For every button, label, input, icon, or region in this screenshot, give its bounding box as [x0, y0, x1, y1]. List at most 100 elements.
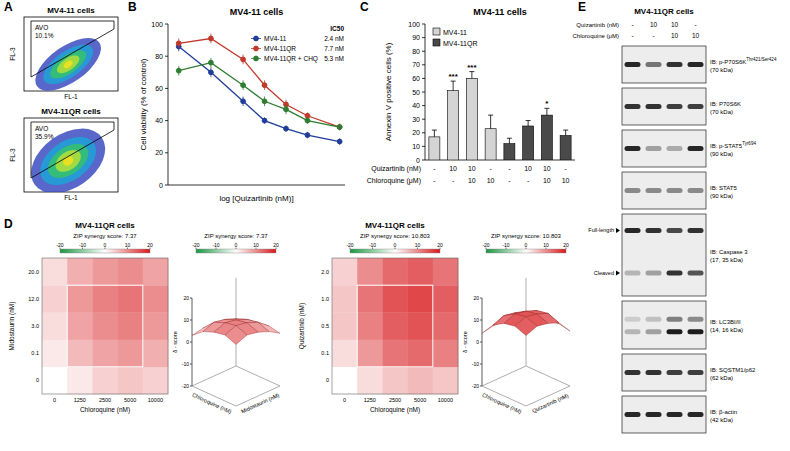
x-axis-title: Chloroquine (nM): [80, 406, 130, 414]
x-tick-label: 5000: [414, 397, 426, 403]
y-axis-title: Annexin V positive cells (%): [384, 42, 393, 141]
heatmap-cell: [382, 340, 408, 368]
surface-x-title: Chloroquine (nM): [191, 392, 232, 415]
kda-label: (42 kDa): [710, 417, 733, 423]
y-tick: [422, 119, 425, 120]
data-point: [337, 139, 342, 144]
band: [646, 317, 662, 322]
blot-strip: [622, 88, 706, 125]
bar: [466, 78, 477, 160]
y-tick-label: 30: [412, 116, 420, 123]
band: [688, 317, 704, 322]
series-line: [179, 38, 340, 127]
legend-swatch: [433, 28, 440, 35]
surface-box: [236, 366, 280, 386]
antibody-label: IB: STAT5: [710, 185, 737, 191]
plot-area: [429, 72, 571, 160]
treatment-value: 10: [524, 165, 532, 172]
series-line: [179, 63, 340, 127]
colorbar-tick: [82, 248, 83, 250]
heatmap-cell: [143, 367, 169, 395]
legend-label: MV4-11: [443, 29, 467, 36]
data-point: [209, 36, 214, 41]
band: [646, 104, 662, 109]
data-point: [262, 83, 267, 88]
z-tick-label: 10: [473, 317, 479, 323]
heatmap-cell: [42, 367, 68, 395]
heatmap-cell: [67, 340, 93, 368]
colorbar: [350, 249, 440, 253]
error-bar: [526, 121, 531, 126]
heatmap-cell: [118, 312, 144, 340]
y-tick-label: 0: [326, 377, 329, 383]
z-axis-title: δ - score: [462, 331, 468, 352]
condition-value: -: [694, 21, 696, 28]
y-tick-label: 0.1: [321, 350, 329, 356]
heatmap-cell: [433, 367, 459, 395]
cell-cloud: [24, 118, 117, 192]
z-tick-label: 20: [183, 295, 189, 301]
x-tick-label: 10000: [438, 397, 453, 403]
condition-value: 10: [671, 32, 679, 39]
colorbar-tick-label: 0: [235, 242, 238, 248]
y-tick-label: 40: [155, 117, 163, 124]
kda-label: (90 kDa): [710, 193, 733, 199]
colorbar-tick-label: 10: [415, 242, 421, 248]
y-tick-label: 100: [408, 21, 420, 28]
band: [688, 228, 704, 233]
y-tick-label: 100: [151, 21, 163, 28]
legend-value: 7.7 nM: [324, 45, 344, 52]
y-tick-label: 70: [412, 61, 420, 68]
legend-marker: [254, 36, 259, 41]
treatment-value: -: [564, 165, 567, 172]
heatmap-cell: [92, 258, 118, 286]
treatment-value: 10: [468, 165, 476, 172]
treatment-value: 10: [543, 177, 551, 184]
x-tick-label: 2500: [389, 397, 401, 403]
data-point: [176, 68, 181, 73]
colorbar-tick-label: 20: [563, 242, 569, 248]
legend-marker: [254, 46, 259, 51]
heatmap-cell: [67, 285, 93, 313]
heatmap-cell: [357, 312, 383, 340]
colorbar-tick-label: 20: [273, 242, 279, 248]
heatmap-cell: [42, 312, 68, 340]
density-contour: [31, 127, 105, 192]
z-tick: [190, 342, 192, 343]
condition-value: -: [652, 32, 654, 39]
band: [646, 228, 662, 233]
data-point: [262, 118, 267, 123]
data-point: [262, 99, 267, 104]
gate-value: 35.9%: [35, 133, 54, 140]
band: [667, 146, 683, 151]
data-point: [241, 57, 246, 62]
surface: [192, 319, 280, 345]
heatmap-cell: [433, 258, 459, 286]
highlight-box: [67, 285, 143, 367]
score-label: ZIP synergy score: 7.37: [204, 233, 268, 239]
band: [646, 271, 662, 276]
error-bar: [432, 130, 437, 137]
y-axis-title: FL-3: [9, 148, 16, 162]
band: [646, 188, 662, 193]
heatmap-cell: [42, 258, 68, 286]
blot-strip: [622, 301, 706, 349]
colorbar-tick: [150, 248, 151, 250]
band: [667, 104, 683, 109]
error-line: [528, 121, 529, 126]
y-tick-label: 0.1: [31, 350, 39, 356]
heatmap-cell: [408, 258, 434, 286]
colorbar-tick: [486, 248, 487, 250]
heatmap-cell: [382, 367, 408, 395]
heatmap-cell: [433, 340, 459, 368]
antibody-label: IB: p-STAT5Tyr694: [710, 141, 756, 149]
heatmap-cell: [67, 367, 93, 395]
bar: [560, 136, 571, 160]
z-tick: [190, 320, 192, 321]
z-tick: [480, 386, 482, 387]
y-tick: [165, 185, 168, 186]
colorbar-tick-label: -20: [482, 242, 489, 248]
heatmap-cell: [92, 367, 118, 395]
highlight-box: [357, 285, 433, 367]
band: [625, 228, 641, 233]
